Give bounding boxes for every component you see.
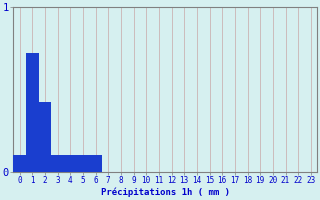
Bar bbox=[38, 102, 51, 172]
X-axis label: Précipitations 1h ( mm ): Précipitations 1h ( mm ) bbox=[101, 188, 230, 197]
Bar bbox=[64, 155, 76, 172]
Bar bbox=[76, 155, 89, 172]
Bar bbox=[26, 53, 38, 172]
Bar bbox=[13, 155, 26, 172]
Bar bbox=[89, 155, 102, 172]
Bar bbox=[51, 155, 64, 172]
